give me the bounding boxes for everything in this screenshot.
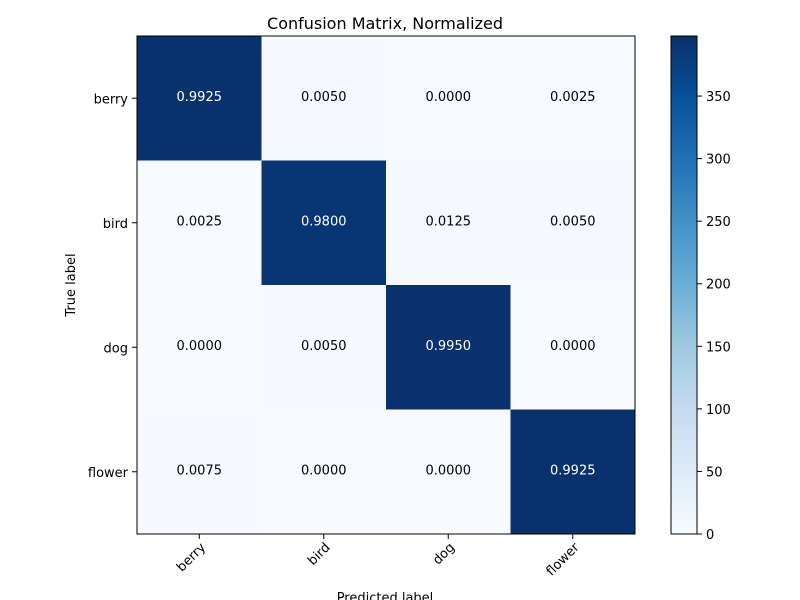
cell-label-1-1: 0.9800 <box>301 215 347 230</box>
x-tick-label-flower: flower <box>544 540 583 579</box>
x-axis-ticks: berry bird dog flower <box>174 534 583 579</box>
colorbar-tick-label-50: 50 <box>706 465 723 480</box>
y-axis-label: True label <box>64 253 79 317</box>
cell-label-3-3: 0.9925 <box>550 464 596 479</box>
y-tick-label-bird: bird <box>103 217 128 232</box>
cell-label-2-3: 0.0000 <box>550 339 596 354</box>
heatmap-cell-3-1 <box>261 409 387 535</box>
cell-label-2-1: 0.0050 <box>301 339 347 354</box>
heatmap-cell-1-3 <box>510 160 636 286</box>
cell-label-3-2: 0.0000 <box>426 464 472 479</box>
colorbar-tick-label-300: 300 <box>706 153 731 168</box>
y-axis-ticks: berry bird dog flower <box>88 92 137 481</box>
heatmap-cell-labels: 0.9925 0.0050 0.0000 0.0025 0.0025 0.9800 0.01… <box>177 90 596 479</box>
heatmap-cell-0-0 <box>137 36 262 161</box>
x-tick-label-berry: berry <box>174 540 209 575</box>
x-axis-label: Predicted label <box>337 591 434 600</box>
heatmap-cell-0-1 <box>261 36 387 161</box>
heatmap-cell-3-3 <box>510 409 636 535</box>
heatmap-cell-2-2 <box>386 285 511 410</box>
heatmap-cell-1-1 <box>261 160 387 286</box>
chart-title: Confusion Matrix, Normalized <box>267 14 503 33</box>
colorbar <box>670 35 698 535</box>
heatmap-cell-3-0 <box>137 409 262 535</box>
colorbar-tick-label-350: 350 <box>706 90 731 105</box>
plot-frame <box>136 35 636 535</box>
y-tick-label-berry: berry <box>94 92 129 107</box>
colorbar-tick-label-200: 200 <box>706 278 731 293</box>
cell-label-1-2: 0.0125 <box>426 215 472 230</box>
cell-label-0-3: 0.0025 <box>550 90 596 105</box>
colorbar-tick-label-100: 100 <box>706 403 731 418</box>
colorbar-ticks: 0 50 100 150 200 250 300 350 <box>697 90 731 543</box>
heatmap-cell-2-3 <box>510 285 636 410</box>
cell-label-1-3: 0.0050 <box>550 215 596 230</box>
cell-label-0-2: 0.0000 <box>426 90 472 105</box>
heatmap-cells <box>137 36 636 535</box>
y-tick-label-flower: flower <box>88 466 129 481</box>
colorbar-tick-label-150: 150 <box>706 340 731 355</box>
cell-label-2-2: 0.9950 <box>426 339 472 354</box>
cell-label-1-0: 0.0025 <box>177 215 223 230</box>
heatmap-cell-2-1 <box>261 285 387 410</box>
y-tick-label-dog: dog <box>104 341 128 356</box>
colorbar-tick-label-250: 250 <box>706 215 731 230</box>
cell-label-0-0: 0.9925 <box>177 90 223 105</box>
heatmap-cell-2-0 <box>137 285 262 410</box>
x-tick-label-dog: dog <box>430 540 458 568</box>
cell-label-3-1: 0.0000 <box>301 464 347 479</box>
heatmap-cell-3-2 <box>386 409 511 535</box>
colorbar-tick-label-0: 0 <box>706 528 714 543</box>
heatmap-cell-1-0 <box>137 160 262 286</box>
heatmap-cell-0-3 <box>510 36 636 161</box>
cell-label-3-0: 0.0075 <box>177 464 223 479</box>
heatmap-cell-1-2 <box>386 160 511 286</box>
cell-label-2-0: 0.0000 <box>177 339 223 354</box>
cell-label-0-1: 0.0050 <box>301 90 347 105</box>
heatmap-cell-0-2 <box>386 36 511 161</box>
x-tick-label-bird: bird <box>305 540 333 568</box>
